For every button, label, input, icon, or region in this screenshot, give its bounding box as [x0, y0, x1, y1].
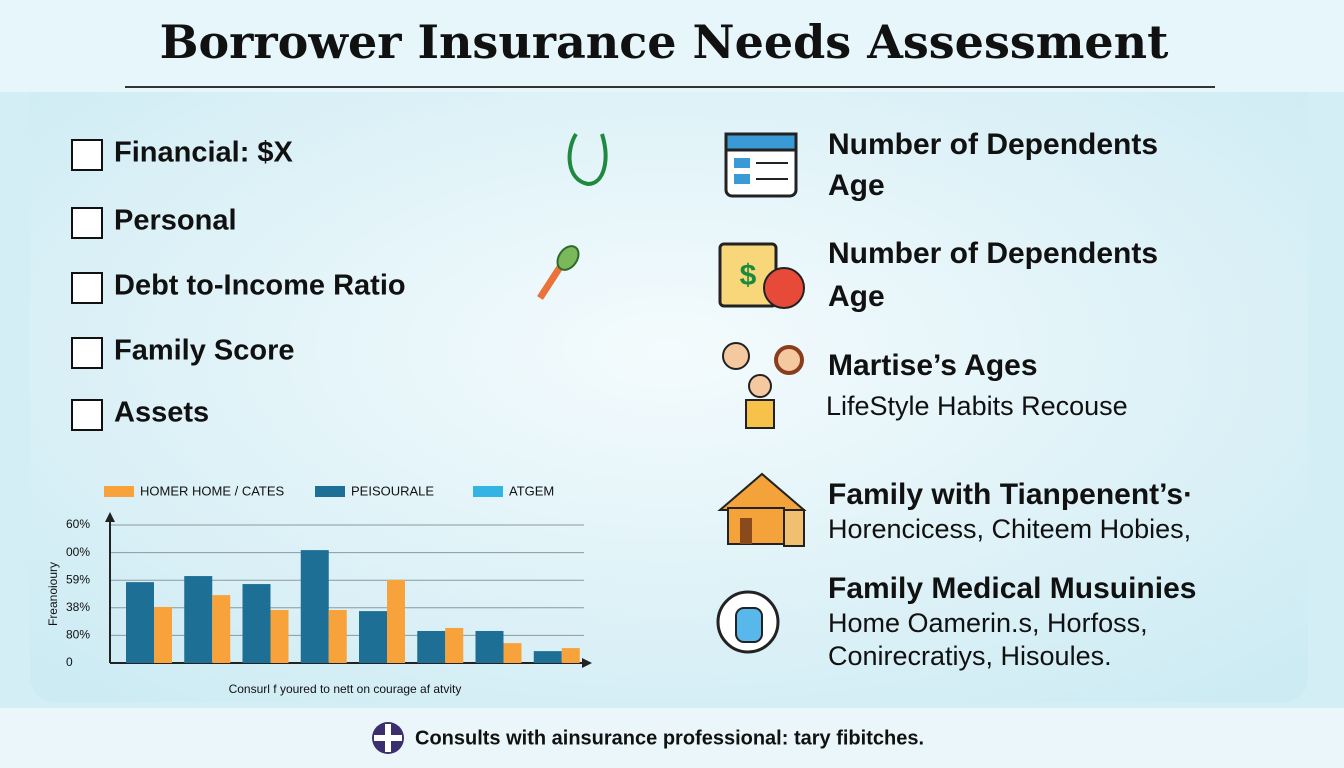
bar: [270, 610, 289, 663]
y-tick-label: 00%: [66, 545, 90, 559]
bar: [475, 630, 504, 663]
y-tick-label: 0: [66, 655, 73, 669]
bar: [300, 550, 329, 663]
header-band: [0, 0, 1344, 92]
legend-label: PEISOURALE: [351, 483, 434, 498]
bar: [212, 595, 231, 663]
factor-detail: Age: [828, 169, 885, 202]
checkbox[interactable]: [71, 139, 103, 171]
check-item: Assets: [114, 397, 209, 429]
bar: [387, 579, 405, 663]
bar: [184, 576, 213, 663]
footer-text: Consults with ainsurance professional: t…: [415, 727, 924, 749]
legend-swatch: [104, 486, 134, 497]
bar: [154, 606, 172, 663]
y-tick-label: 80%: [66, 628, 90, 642]
bar: [561, 648, 580, 663]
checkbox[interactable]: [71, 399, 103, 431]
page-title: Borrower Insurance Needs Assessment: [160, 15, 1169, 69]
legend-swatch: [473, 486, 503, 497]
x-axis-label: Consurl f youred to nett on courage af a…: [229, 682, 462, 696]
bar: [242, 584, 271, 663]
factor-detail: Conirecratiys, Hisoules.: [828, 641, 1112, 671]
bar: [328, 610, 347, 663]
panel: [30, 62, 1308, 702]
bar: [126, 582, 154, 663]
bar: [503, 643, 522, 663]
check-item: Family Score: [114, 335, 295, 367]
factor-detail: LifeStyle Habits Recouse: [826, 391, 1128, 421]
factor-detail: Age: [828, 280, 885, 313]
bar: [359, 611, 387, 663]
y-axis-arrow: [105, 512, 115, 522]
svg-text:$: $: [740, 259, 757, 292]
footer-band: [0, 708, 1344, 768]
bar: [533, 651, 562, 663]
factor-detail: Horencicess, Chiteem Hobies,: [828, 514, 1191, 544]
checkbox[interactable]: [71, 272, 103, 304]
family-icon: [722, 342, 750, 370]
check-item: Debt to-Income Ratio: [114, 270, 406, 302]
legend-label: HOMER HOME / CATES: [140, 483, 285, 498]
stethoscope-icon: [567, 132, 608, 187]
check-item: Personal: [114, 205, 237, 237]
y-tick-label: 59%: [66, 572, 90, 586]
factor-icons: $: [716, 132, 807, 654]
check-item: Financial: $X: [114, 137, 294, 169]
checkbox[interactable]: [71, 337, 103, 369]
factor-title: Number of Dependents: [828, 237, 1158, 270]
chart: 0 80% 38% 59% 00% 60% Freanoioury Consurl f you…: [46, 483, 592, 696]
factor-title: Family with Tianpenent’s·: [828, 478, 1193, 511]
factor-title: Family Medical Musuinies: [828, 572, 1196, 605]
brush-icon: [537, 245, 580, 300]
bar: [445, 627, 464, 663]
y-tick-label: 60%: [66, 517, 90, 531]
x-axis-arrow: [582, 658, 592, 668]
factor-title: Martise’s Ages: [828, 349, 1038, 382]
checkbox[interactable]: [71, 207, 103, 239]
factor-detail: Home Oamerin.s, Horfoss,: [828, 608, 1148, 638]
bar: [417, 630, 446, 663]
factor-title: Number of Dependents: [828, 128, 1158, 161]
legend-label: ATGEM: [509, 483, 554, 498]
legend-swatch: [315, 486, 345, 497]
y-tick-label: 38%: [66, 600, 90, 614]
checklist: Financial: $X Personal Debt to-Income Ra…: [71, 137, 406, 431]
factors: Number of Dependents Age Number of Depen…: [826, 128, 1196, 671]
y-axis-label: Freanoioury: [46, 562, 60, 626]
